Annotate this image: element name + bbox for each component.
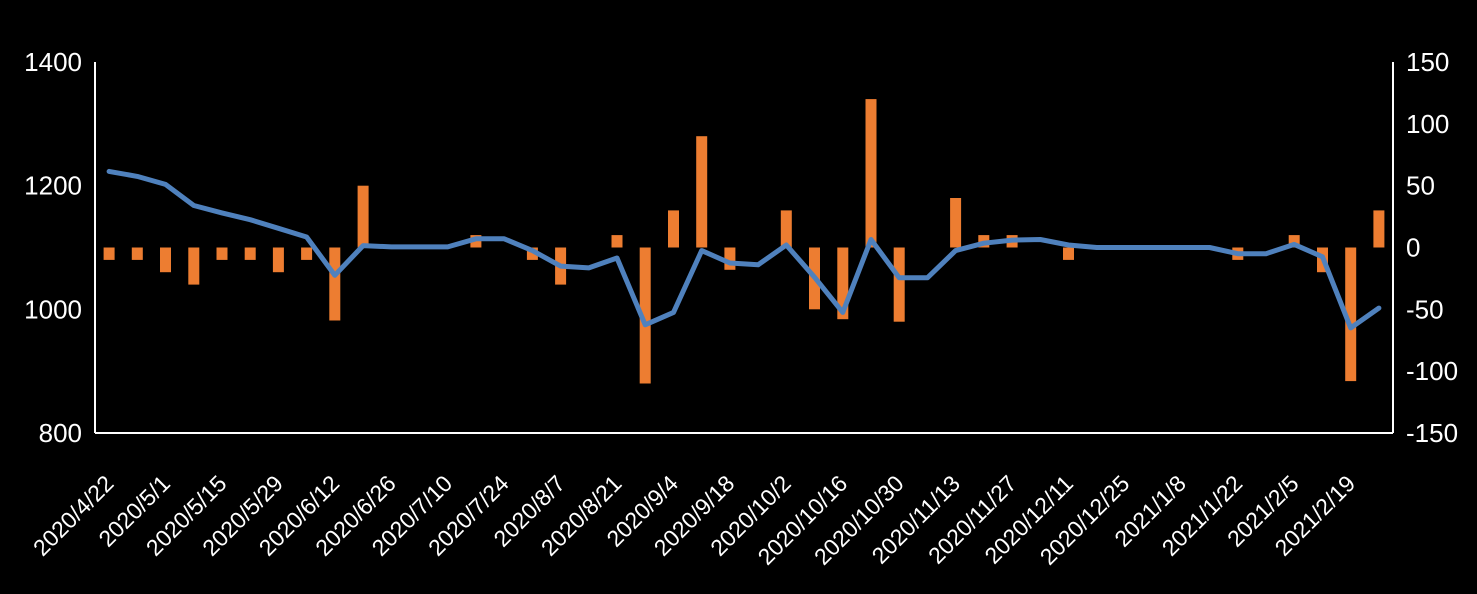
bar (1373, 210, 1385, 248)
bar (724, 247, 736, 270)
left-axis-tick-label: 1200 (24, 171, 82, 201)
line-series (106, 168, 1382, 331)
right-axis-tick-label: -150 (1406, 418, 1458, 448)
bar (950, 198, 962, 248)
bar (103, 247, 115, 260)
left-axis-tick-label: 800 (39, 418, 82, 448)
right-axis-tick-label: 50 (1406, 171, 1435, 201)
right-axis-tick-label: 100 (1406, 109, 1449, 139)
right-axis-tick-label: -50 (1406, 294, 1444, 324)
bar (1345, 247, 1357, 382)
bar (639, 247, 651, 384)
x-axis-tick-labels: 2020/4/222020/5/12020/5/152020/5/292020/… (28, 470, 1360, 570)
bar (668, 210, 679, 248)
axes (94, 62, 1394, 434)
right-axis-tick-label: 0 (1406, 233, 1420, 263)
bar (329, 247, 341, 321)
bar (696, 136, 708, 248)
bar (188, 247, 200, 285)
bar (837, 247, 849, 320)
right-axis-tick-label: -100 (1406, 356, 1458, 386)
bar (272, 247, 284, 273)
bar (216, 247, 228, 260)
bar (893, 247, 905, 322)
bar (131, 247, 143, 260)
bar (160, 247, 171, 273)
bar-series (103, 99, 1385, 384)
bar (865, 99, 877, 248)
bar (301, 247, 313, 260)
left-axis-tick-label: 1000 (24, 294, 82, 324)
x-axis-tick-label: 2020/4/22 (28, 470, 119, 561)
left-axis-tick-labels: 1400 1200 1000 800 (24, 47, 82, 448)
right-axis-tick-label: 150 (1406, 47, 1449, 77)
right-axis-tick-labels: 150 100 50 0 -50 -100 -150 (1406, 47, 1458, 448)
bar (611, 235, 623, 248)
bar (780, 210, 792, 248)
left-axis-tick-label: 1400 (24, 47, 82, 77)
bar (1288, 235, 1300, 248)
bar (1063, 247, 1074, 260)
bar (244, 247, 256, 260)
bar (526, 247, 538, 260)
bar (357, 185, 369, 248)
